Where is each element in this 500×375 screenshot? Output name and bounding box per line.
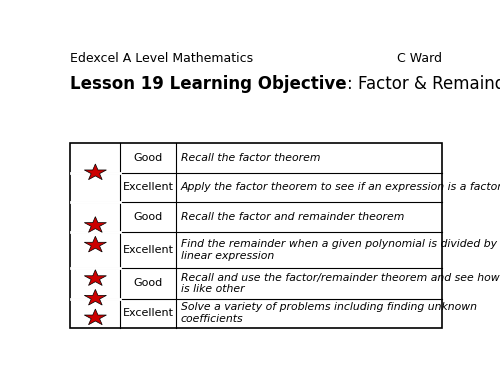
Polygon shape bbox=[84, 309, 106, 325]
Text: Solve a variety of problems including finding unknown
coefficients: Solve a variety of problems including fi… bbox=[181, 303, 477, 324]
Text: Excellent: Excellent bbox=[123, 308, 174, 318]
Polygon shape bbox=[84, 164, 106, 180]
Text: Lesson 19 Learning Objective: Lesson 19 Learning Objective bbox=[70, 75, 347, 93]
Polygon shape bbox=[84, 217, 106, 232]
Text: Recall and use the factor/remainder theorem and see how one
is like other: Recall and use the factor/remainder theo… bbox=[181, 273, 500, 294]
Text: Good: Good bbox=[134, 278, 163, 288]
Text: Find the remainder when a given polynomial is divided by a
linear expression: Find the remainder when a given polynomi… bbox=[181, 239, 500, 261]
Text: Good: Good bbox=[134, 153, 163, 163]
Text: Excellent: Excellent bbox=[123, 245, 174, 255]
Text: Recall the factor and remainder theorem: Recall the factor and remainder theorem bbox=[181, 212, 404, 222]
Polygon shape bbox=[84, 236, 106, 252]
Polygon shape bbox=[84, 270, 106, 285]
Text: Apply the factor theorem to see if an expression is a factor: Apply the factor theorem to see if an ex… bbox=[181, 182, 500, 192]
Polygon shape bbox=[84, 290, 106, 305]
Text: : Factor & Remainder Theorem: : Factor & Remainder Theorem bbox=[347, 75, 500, 93]
Text: Recall the factor theorem: Recall the factor theorem bbox=[181, 153, 320, 163]
Text: Excellent: Excellent bbox=[123, 182, 174, 192]
Text: Good: Good bbox=[134, 212, 163, 222]
Text: Edexcel A Level Mathematics: Edexcel A Level Mathematics bbox=[70, 52, 254, 65]
Bar bbox=[70, 143, 442, 328]
Text: C Ward: C Ward bbox=[397, 52, 442, 65]
